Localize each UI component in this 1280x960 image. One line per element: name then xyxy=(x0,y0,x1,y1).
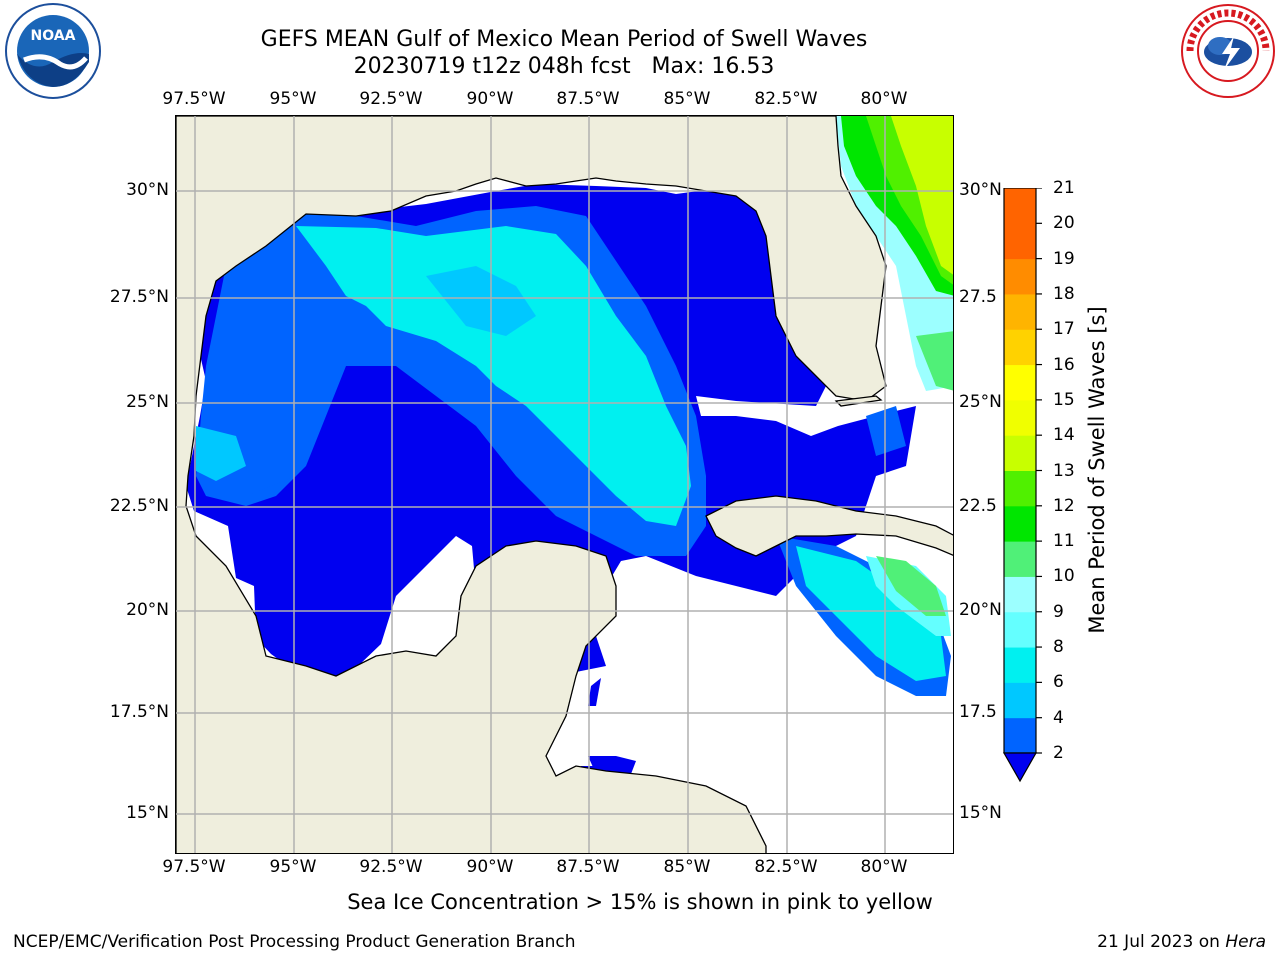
colorbar-segment xyxy=(1004,329,1036,366)
lon-label-top: 85°W xyxy=(663,89,711,109)
colorbar-tick-marks xyxy=(1036,187,1042,754)
colorbar-tick-label: 13 xyxy=(1053,460,1075,481)
lon-label-bottom: 95°W xyxy=(269,857,317,877)
colorbar-tick-label: 8 xyxy=(1053,637,1064,658)
lat-label-right: 17.5 xyxy=(959,702,997,722)
graticule xyxy=(176,116,953,853)
lat-label-right: 22.5 xyxy=(959,496,997,516)
lat-label-right: 30°N xyxy=(959,180,1002,200)
lon-label-top: 90°W xyxy=(466,89,514,109)
colorbar-tick-label: 15 xyxy=(1053,389,1075,410)
colorbar-segment xyxy=(1004,682,1036,719)
colorbar-segment xyxy=(1004,258,1036,295)
colorbar-tick-label: 9 xyxy=(1053,601,1064,622)
lat-label-right: 15°N xyxy=(959,803,1002,823)
colorbar-tick-label: 4 xyxy=(1053,707,1064,728)
lon-label-bottom: 82.5°W xyxy=(754,857,818,877)
lon-label-top: 82.5°W xyxy=(754,89,818,109)
lat-label-left: 30°N xyxy=(126,180,169,200)
colorbar xyxy=(1000,187,1050,787)
lat-label-right: 27.5 xyxy=(959,287,997,307)
colorbar-tick-label: 11 xyxy=(1053,531,1075,552)
colorbar-tick-label: 10 xyxy=(1053,566,1075,587)
colorbar-segment xyxy=(1004,470,1036,507)
lon-label-bottom: 97.5°W xyxy=(162,857,226,877)
lat-label-left: 27.5°N xyxy=(109,287,169,307)
colorbar-segment xyxy=(1004,647,1036,683)
lat-label-left: 20°N xyxy=(126,600,169,620)
lon-label-top: 92.5°W xyxy=(359,89,423,109)
footer-date: 21 Jul 2023 on Hera xyxy=(1097,932,1266,952)
colorbar-tick-label: 12 xyxy=(1053,495,1075,516)
lon-label-bottom: 85°W xyxy=(663,857,711,877)
lat-label-left: 22.5°N xyxy=(109,496,169,516)
land-masses xyxy=(176,116,953,853)
lat-label-left: 15°N xyxy=(126,803,169,823)
colorbar-tick-label: 20 xyxy=(1053,213,1075,234)
colorbar-segment xyxy=(1004,223,1036,260)
lat-label-right: 20°N xyxy=(959,600,1002,620)
chart-subtitle-run: 20230719 t12z 048h fcst Max: 16.53 xyxy=(353,54,775,79)
colorbar-segment xyxy=(1004,541,1036,577)
colorbar-label: Mean Period of Swell Waves [s] xyxy=(1085,306,1109,634)
noaa-logo-text: NOAA xyxy=(31,28,76,44)
colorbar-tick-label: 21 xyxy=(1053,178,1075,198)
lon-label-top: 97.5°W xyxy=(162,89,226,109)
footer-host: Hera xyxy=(1225,932,1266,952)
lon-label-bottom: 92.5°W xyxy=(359,857,423,877)
colorbar-segment xyxy=(1004,435,1036,471)
lon-label-top: 80°W xyxy=(860,89,908,109)
colorbar-segments xyxy=(1004,188,1036,754)
noaa-logo: NOAA xyxy=(4,2,102,100)
map-panel xyxy=(175,115,954,854)
colorbar-tick-label: 18 xyxy=(1053,283,1075,304)
colorbar-tick-label: 17 xyxy=(1053,319,1075,340)
lon-label-bottom: 87.5°W xyxy=(556,857,620,877)
colorbar-tick-label: 6 xyxy=(1053,672,1064,693)
colorbar-segment xyxy=(1004,576,1036,613)
footer-date-text: 21 Jul 2023 on xyxy=(1097,932,1226,952)
lon-label-bottom: 80°W xyxy=(860,857,908,877)
lat-label-right: 25°N xyxy=(959,392,1002,412)
colorbar-segment xyxy=(1004,611,1036,648)
colorbar-segment xyxy=(1004,188,1036,224)
colorbar-tick-label: 19 xyxy=(1053,248,1075,269)
colorbar-tick-label: 2 xyxy=(1053,743,1064,763)
colorbar-segment xyxy=(1004,717,1036,754)
colorbar-segment xyxy=(1004,364,1036,401)
colorbar-segment xyxy=(1004,505,1036,542)
footer-credit: NCEP/EMC/Verification Post Processing Pr… xyxy=(13,932,576,952)
chart-title: GEFS MEAN Gulf of Mexico Mean Period of … xyxy=(260,27,868,52)
colorbar-tick-label: 16 xyxy=(1053,354,1075,375)
colorbar-segment xyxy=(1004,399,1036,436)
lat-label-left: 17.5°N xyxy=(109,702,169,722)
colorbar-tick-label: 14 xyxy=(1053,425,1075,446)
sea-ice-note: Sea Ice Concentration > 15% is shown in … xyxy=(347,890,933,914)
lon-label-top: 87.5°W xyxy=(556,89,620,109)
lon-label-top: 95°W xyxy=(269,89,317,109)
lon-label-bottom: 90°W xyxy=(466,857,514,877)
lat-label-left: 25°N xyxy=(126,392,169,412)
colorbar-segment xyxy=(1004,293,1036,330)
nws-logo xyxy=(1178,2,1278,100)
colorbar-extend-triangle xyxy=(1002,752,1038,783)
